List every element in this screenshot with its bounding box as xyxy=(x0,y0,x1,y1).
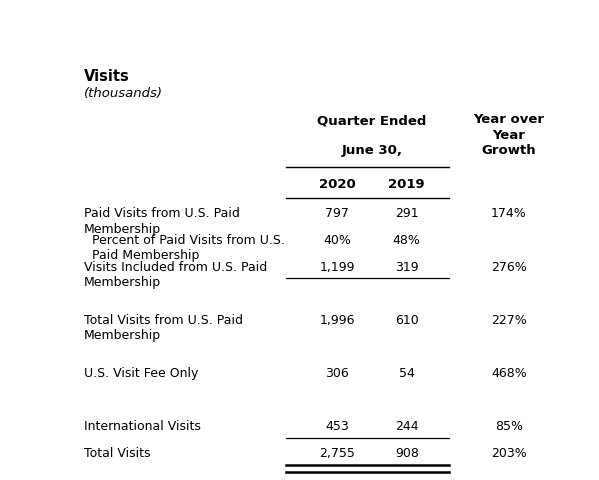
Text: 54: 54 xyxy=(399,367,415,380)
Text: Year over
Year: Year over Year xyxy=(473,113,544,142)
Text: 48%: 48% xyxy=(393,234,420,247)
Text: 276%: 276% xyxy=(491,261,527,274)
Text: 306: 306 xyxy=(325,367,349,380)
Text: 468%: 468% xyxy=(491,367,527,380)
Text: 2019: 2019 xyxy=(389,178,425,191)
Text: 244: 244 xyxy=(395,420,419,433)
Text: 797: 797 xyxy=(325,207,349,220)
Text: 908: 908 xyxy=(395,447,419,460)
Text: 203%: 203% xyxy=(491,447,527,460)
Text: International Visits: International Visits xyxy=(84,420,201,433)
Text: 1,996: 1,996 xyxy=(319,314,355,327)
Text: 227%: 227% xyxy=(491,314,527,327)
Text: U.S. Visit Fee Only: U.S. Visit Fee Only xyxy=(84,367,198,380)
Text: June 30,: June 30, xyxy=(341,144,403,157)
Text: 40%: 40% xyxy=(323,234,351,247)
Text: 2020: 2020 xyxy=(319,178,356,191)
Text: 1,199: 1,199 xyxy=(319,261,355,274)
Text: 291: 291 xyxy=(395,207,419,220)
Text: Paid Visits from U.S. Paid
Membership: Paid Visits from U.S. Paid Membership xyxy=(84,207,240,236)
Text: Percent of Paid Visits from U.S.
  Paid Membership: Percent of Paid Visits from U.S. Paid Me… xyxy=(84,234,285,263)
Text: Total Visits from U.S. Paid
Membership: Total Visits from U.S. Paid Membership xyxy=(84,314,243,342)
Text: 319: 319 xyxy=(395,261,419,274)
Text: 174%: 174% xyxy=(491,207,527,220)
Text: 453: 453 xyxy=(325,420,349,433)
Text: Visits: Visits xyxy=(84,69,130,84)
Text: 2,755: 2,755 xyxy=(319,447,355,460)
Text: Quarter Ended: Quarter Ended xyxy=(317,115,426,128)
Text: Growth: Growth xyxy=(482,144,536,157)
Text: 85%: 85% xyxy=(495,420,523,433)
Text: (thousands): (thousands) xyxy=(84,87,163,100)
Text: Visits Included from U.S. Paid
Membership: Visits Included from U.S. Paid Membershi… xyxy=(84,261,267,289)
Text: 610: 610 xyxy=(395,314,419,327)
Text: Total Visits: Total Visits xyxy=(84,447,151,460)
